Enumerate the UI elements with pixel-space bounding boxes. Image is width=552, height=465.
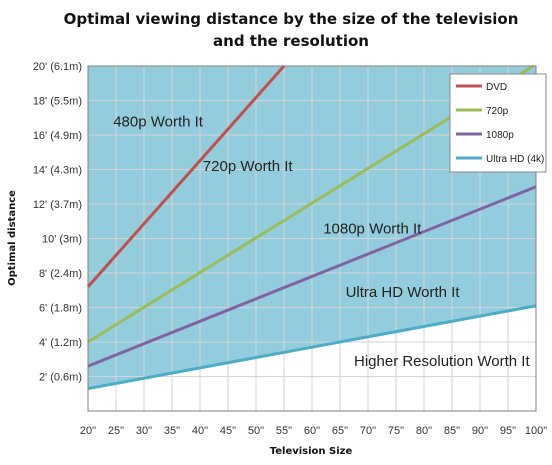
region-label-1080p-worth-it: 1080p Worth It bbox=[323, 220, 422, 237]
legend-box bbox=[449, 73, 547, 173]
y-axis-title: Optimal distance bbox=[7, 190, 18, 286]
series-line-ultra-hd-4k bbox=[87, 304, 537, 391]
x-tick-label: 20" bbox=[80, 425, 96, 437]
y-tick-label: 6' (1.8m) bbox=[39, 303, 82, 315]
series-line-1080p bbox=[87, 185, 537, 368]
y-tick-label: 18' (5.5m) bbox=[33, 96, 82, 108]
y-tick-label: 4' (1.2m) bbox=[39, 337, 82, 349]
y-tick-label: 14' (4.3m) bbox=[33, 165, 82, 177]
x-tick-label: 30" bbox=[136, 425, 152, 437]
chart-title-line-1: Optimal viewing distance by the size of … bbox=[64, 10, 519, 28]
region-label-ultra-hd-worth-it: Ultra HD Worth It bbox=[346, 284, 461, 301]
region-label-480p-worth-it: 480p Worth It bbox=[113, 113, 204, 130]
legend-label-720p: 720p bbox=[486, 106, 509, 117]
legend-label-ultra-hd-4k: Ultra HD (4k) bbox=[486, 154, 544, 165]
y-tick-label: 8' (2.4m) bbox=[39, 268, 82, 280]
x-tick-label: 100" bbox=[525, 425, 547, 437]
x-tick-label: 95" bbox=[500, 425, 516, 437]
x-axis-ticks: 20" 25" 30" 35" 40" 45" 50" 55" 60" 65" 70" 75" 80" 8… bbox=[80, 425, 547, 437]
legend-label-dvd: DVD bbox=[486, 82, 507, 93]
x-tick-label: 45" bbox=[220, 425, 236, 437]
x-tick-label: 65" bbox=[332, 425, 348, 437]
x-tick-label: 25" bbox=[108, 425, 124, 437]
x-tick-label: 85" bbox=[444, 425, 460, 437]
region-label-720p-worth-it: 720p Worth It bbox=[203, 158, 294, 175]
x-tick-label: 90" bbox=[472, 425, 488, 437]
y-axis-ticks: 2' (0.6m) 4' (1.2m) 6' (1.8m) 8' (2.4m) 10' … bbox=[33, 61, 82, 384]
x-tick-label: 75" bbox=[388, 425, 404, 437]
x-tick-label: 50" bbox=[248, 425, 264, 437]
plot-border bbox=[87, 65, 537, 412]
region-label-higher-resolution-worth-it: Higher Resolution Worth It bbox=[354, 353, 530, 370]
x-tick-label: 70" bbox=[360, 425, 376, 437]
x-tick-label: 55" bbox=[276, 425, 292, 437]
y-tick-label: 16' (4.9m) bbox=[33, 130, 82, 142]
x-tick-label: 35" bbox=[164, 425, 180, 437]
series-line-dvd bbox=[86, 65, 286, 288]
y-tick-label: 20' (6.1m) bbox=[33, 61, 82, 73]
x-tick-label: 40" bbox=[192, 425, 208, 437]
legend-label-1080p: 1080p bbox=[486, 130, 514, 141]
x-axis-title: Television Size bbox=[270, 446, 353, 457]
y-tick-label: 2' (0.6m) bbox=[39, 372, 82, 384]
x-tick-label: 60" bbox=[304, 425, 320, 437]
y-tick-label: 12' (3.7m) bbox=[33, 199, 82, 211]
x-tick-label: 80" bbox=[416, 425, 432, 437]
chart-title-line-2: and the resolution bbox=[213, 32, 369, 50]
legend: DVD 720p 1080p Ultra HD (4k) bbox=[449, 73, 547, 173]
y-tick-label: 10' (3m) bbox=[42, 234, 82, 246]
region-labels: 480p Worth It 720p Worth It 1080p Worth It… bbox=[113, 113, 530, 370]
